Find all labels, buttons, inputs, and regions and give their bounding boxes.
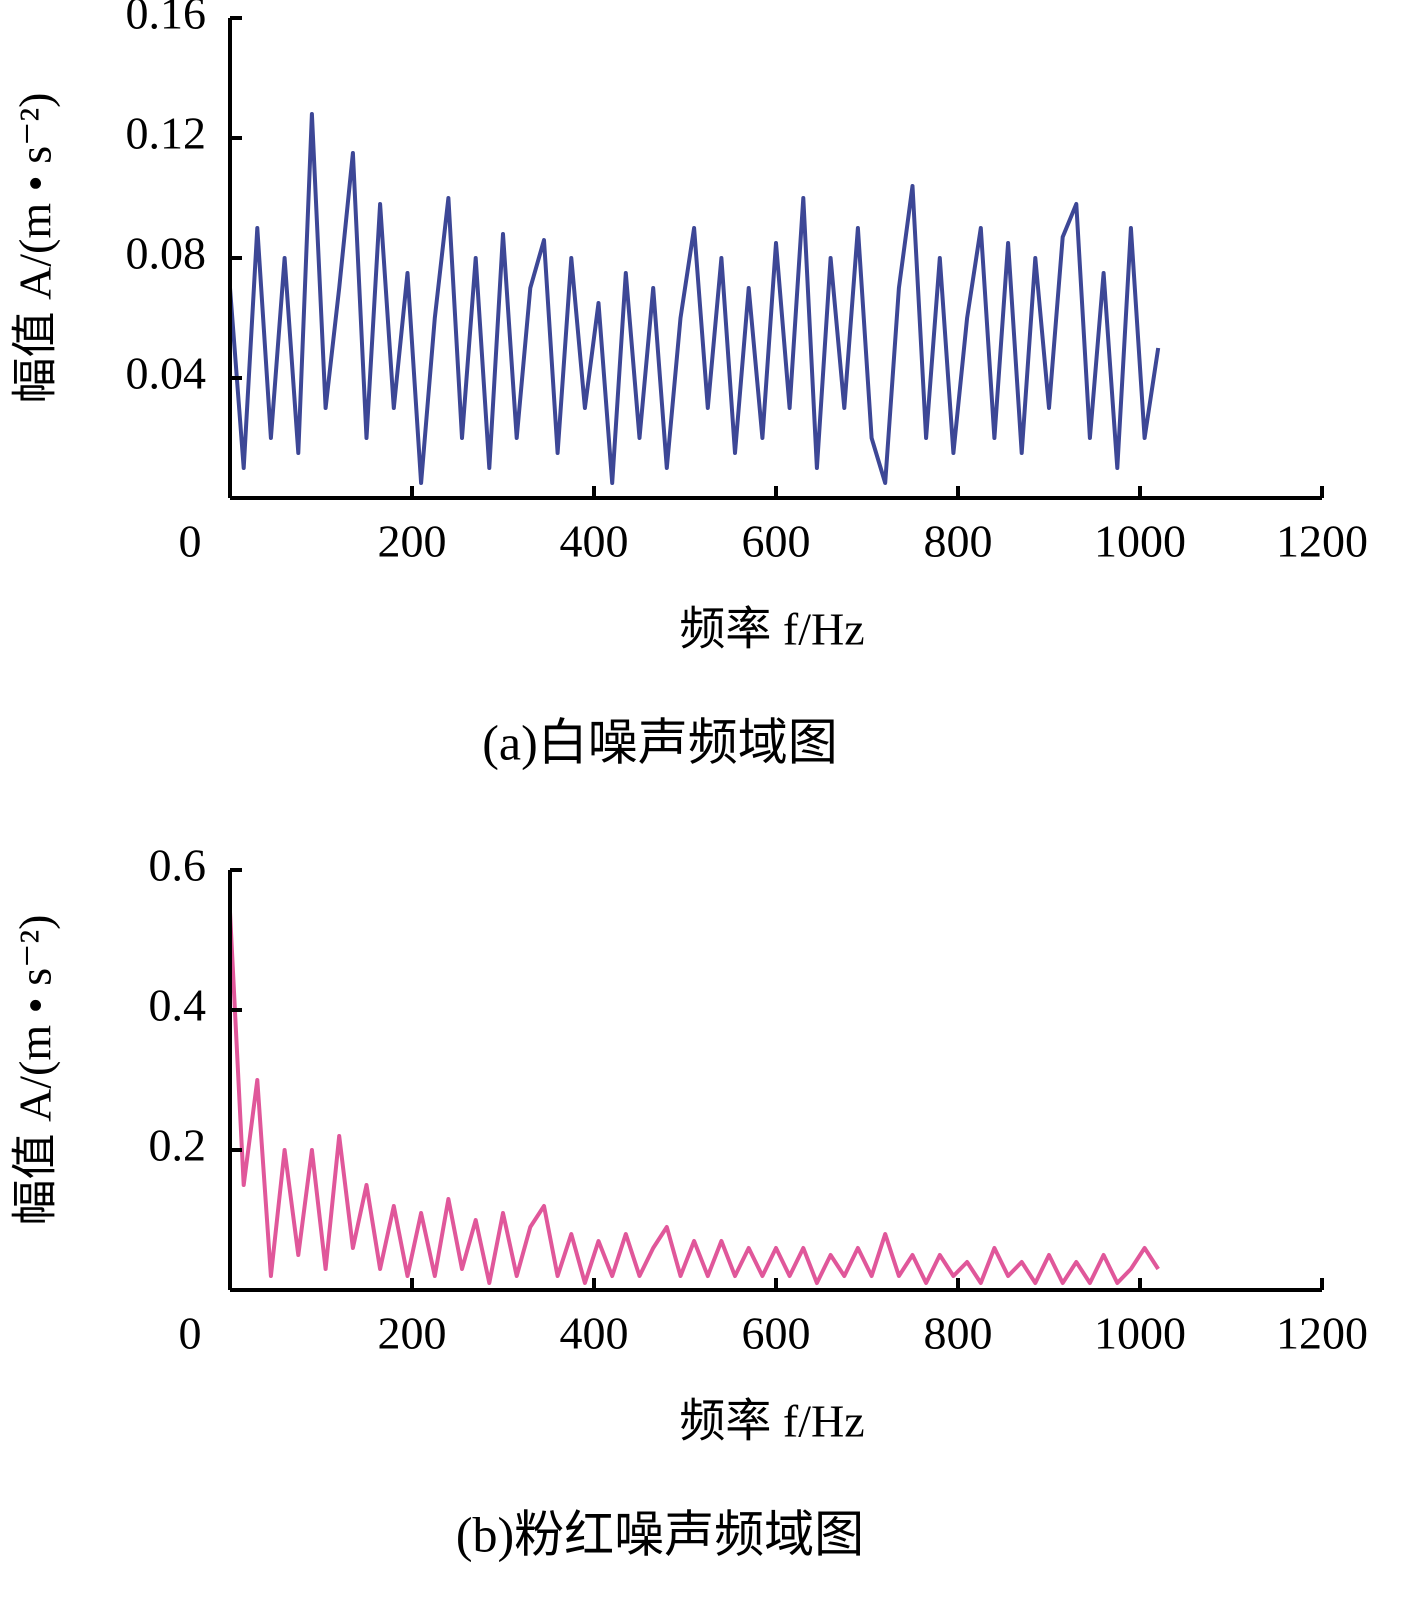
y-tick-label: 0.6 (149, 840, 207, 891)
caption: (b)粉红噪声频域图 (456, 1506, 864, 1562)
x-tick-label: 800 (924, 516, 993, 567)
x-tick-label: 200 (378, 516, 447, 567)
x-tick-label: 400 (560, 1308, 629, 1359)
x-tick-label: 0 (179, 516, 202, 567)
line-series (228, 112, 1161, 485)
x-tick-label: 1200 (1276, 1308, 1368, 1359)
x-tick-label: 1000 (1094, 516, 1186, 567)
y-tick-label: 0.04 (126, 348, 207, 399)
x-axis-label: 频率 f/Hz (679, 604, 864, 655)
x-tick-label: 0 (179, 1308, 202, 1359)
line-series (228, 911, 1160, 1285)
x-tick-label: 400 (560, 516, 629, 567)
y-tick-label: 0.12 (126, 108, 207, 159)
y-axis-label: 幅值 A/(m • s⁻²) (10, 93, 61, 404)
y-tick-label: 0.2 (149, 1120, 207, 1171)
y-tick-label: 0.4 (149, 980, 207, 1031)
x-tick-label: 1200 (1276, 516, 1368, 567)
x-tick-label: 600 (742, 1308, 811, 1359)
x-axis-label: 频率 f/Hz (679, 1396, 864, 1447)
y-tick-label: 0.16 (126, 0, 207, 39)
y-axis-label: 幅值 A/(m • s⁻²) (10, 915, 61, 1226)
x-tick-label: 200 (378, 1308, 447, 1359)
x-tick-label: 600 (742, 516, 811, 567)
panel: 0.2 0.4 0.6 0 200 400 600 800 1000 1200 频率 f/Hz 幅值 … (10, 840, 1368, 1563)
y-tick-label: 0.08 (126, 228, 207, 279)
x-tick-label: 800 (924, 1308, 993, 1359)
panel: 0.04 0.08 0.12 0.16 0 200 400 600 800 1000 1200 频率 … (10, 0, 1368, 770)
x-tick-label: 1000 (1094, 1308, 1186, 1359)
caption: (a)白噪声频域图 (482, 714, 838, 770)
